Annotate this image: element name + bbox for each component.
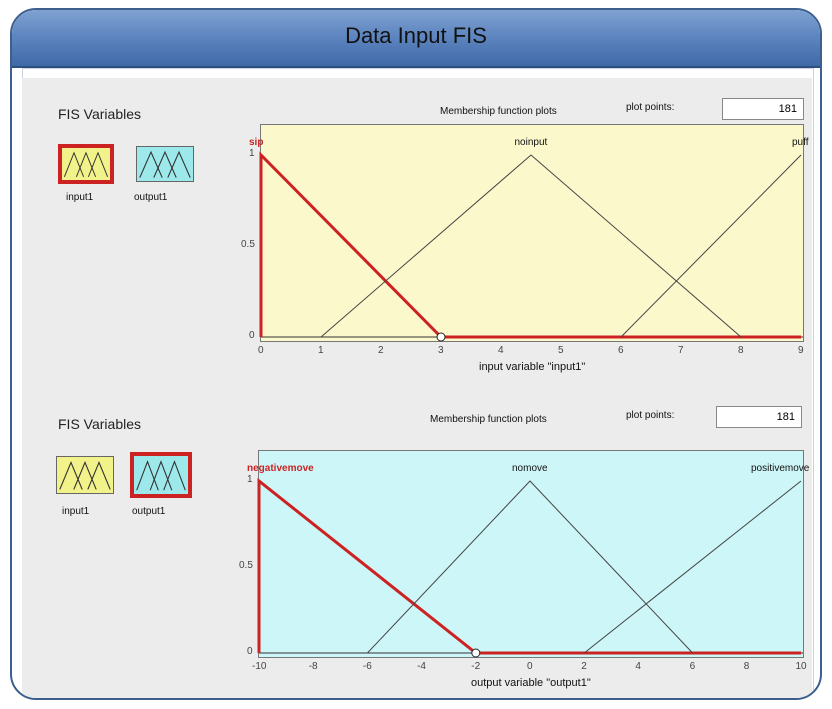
output1-variable-tile[interactable] <box>130 452 192 498</box>
input-panel: FIS Variables Membership function plots … <box>22 78 812 388</box>
x-tick-label: 3 <box>438 345 444 356</box>
output1-tile-label: output1 <box>132 506 166 517</box>
mf-label-puff: puff <box>792 137 809 148</box>
plot-points-input[interactable]: 181 <box>722 98 804 120</box>
x-tick-label: 8 <box>738 345 744 356</box>
x-axis-label: input variable "input1" <box>479 361 586 373</box>
plot-points-input[interactable]: 181 <box>716 406 802 428</box>
x-axis-label: output variable "output1" <box>471 677 591 689</box>
mf-plot-title: Membership function plots <box>430 414 547 425</box>
x-tick-label: -2 <box>471 661 481 672</box>
output1-tile-label: output1 <box>134 192 168 203</box>
fis-variables-label: FIS Variables <box>58 106 141 122</box>
y-tick-label: 0.5 <box>241 239 255 250</box>
mf-plot-svg <box>259 151 803 342</box>
x-tick-label: 0 <box>527 661 533 672</box>
mf-label-negativemove: negativemove <box>247 463 314 474</box>
mf-plot-area[interactable]: negativemove nomove positivemove 0 0.5 1 -10 -8… <box>239 450 809 689</box>
x-tick-label: 2 <box>378 345 384 356</box>
x-tick-label: -4 <box>417 661 426 672</box>
mf-curve-negativemove[interactable] <box>257 477 801 655</box>
plot-points-label: plot points: <box>626 102 675 113</box>
mf-curve-sip[interactable] <box>259 151 801 339</box>
mf-label-positivemove: positivemove <box>751 463 810 474</box>
mf-handle-point[interactable] <box>471 648 481 658</box>
mf-handle-point[interactable] <box>436 332 446 342</box>
y-tick-label: 0 <box>247 646 253 657</box>
fis-window: Data Input FIS FIS Variables Membership … <box>10 8 822 700</box>
x-tick-label: 8 <box>743 661 750 672</box>
mf-label-sip: sip <box>249 137 264 148</box>
title-bar: Data Input FIS <box>12 10 820 68</box>
x-tick-label: 4 <box>635 661 641 672</box>
x-tick-label: -10 <box>252 661 267 672</box>
x-tick-label: -8 <box>308 661 318 672</box>
fis-variables-label: FIS Variables <box>58 416 141 432</box>
x-tick-label: 7 <box>678 345 684 356</box>
x-tick-label: -6 <box>362 661 372 672</box>
x-tick-label: 9 <box>798 345 804 356</box>
x-tick-label: 6 <box>689 661 696 672</box>
output-panel: FIS Variables Membership function plots … <box>22 388 812 698</box>
x-tick-label: 5 <box>558 345 564 356</box>
output1-variable-tile[interactable] <box>136 146 194 182</box>
input1-variable-tile[interactable] <box>56 456 114 494</box>
window-title: Data Input FIS <box>345 23 487 48</box>
mf-label-nomove: nomove <box>512 463 548 474</box>
x-tick-label: 1 <box>318 345 324 356</box>
input1-tile-label: input1 <box>62 506 90 517</box>
mf-curve-nomove[interactable] <box>367 480 693 654</box>
x-tick-label: 4 <box>498 345 504 356</box>
input1-tile-label: input1 <box>66 192 94 203</box>
mf-label-noinput: noinput <box>514 137 548 148</box>
mf-curve-noinput[interactable] <box>320 154 742 338</box>
y-tick-label: 0.5 <box>239 560 253 571</box>
y-tick-label: 0 <box>249 330 255 341</box>
y-tick-label: 1 <box>247 474 253 485</box>
mf-plot-title: Membership function plots <box>440 106 557 117</box>
mf-curve-puff[interactable] <box>620 154 802 338</box>
y-tick-label: 1 <box>249 148 255 159</box>
mf-plot-svg <box>257 477 803 658</box>
input1-variable-tile[interactable] <box>58 144 114 184</box>
mf-curve-positivemove[interactable] <box>583 480 802 654</box>
x-tick-label: 0 <box>258 345 264 356</box>
x-tick-label: 6 <box>618 345 624 356</box>
plot-points-label: plot points: <box>626 410 675 421</box>
x-tick-label: 10 <box>795 661 807 672</box>
x-tick-label: 2 <box>581 661 587 672</box>
mf-plot-area[interactable]: sip noinput puff 0 0.5 1 0 1 2 3 4 5 6 7 8 9 input varia… <box>241 124 809 373</box>
